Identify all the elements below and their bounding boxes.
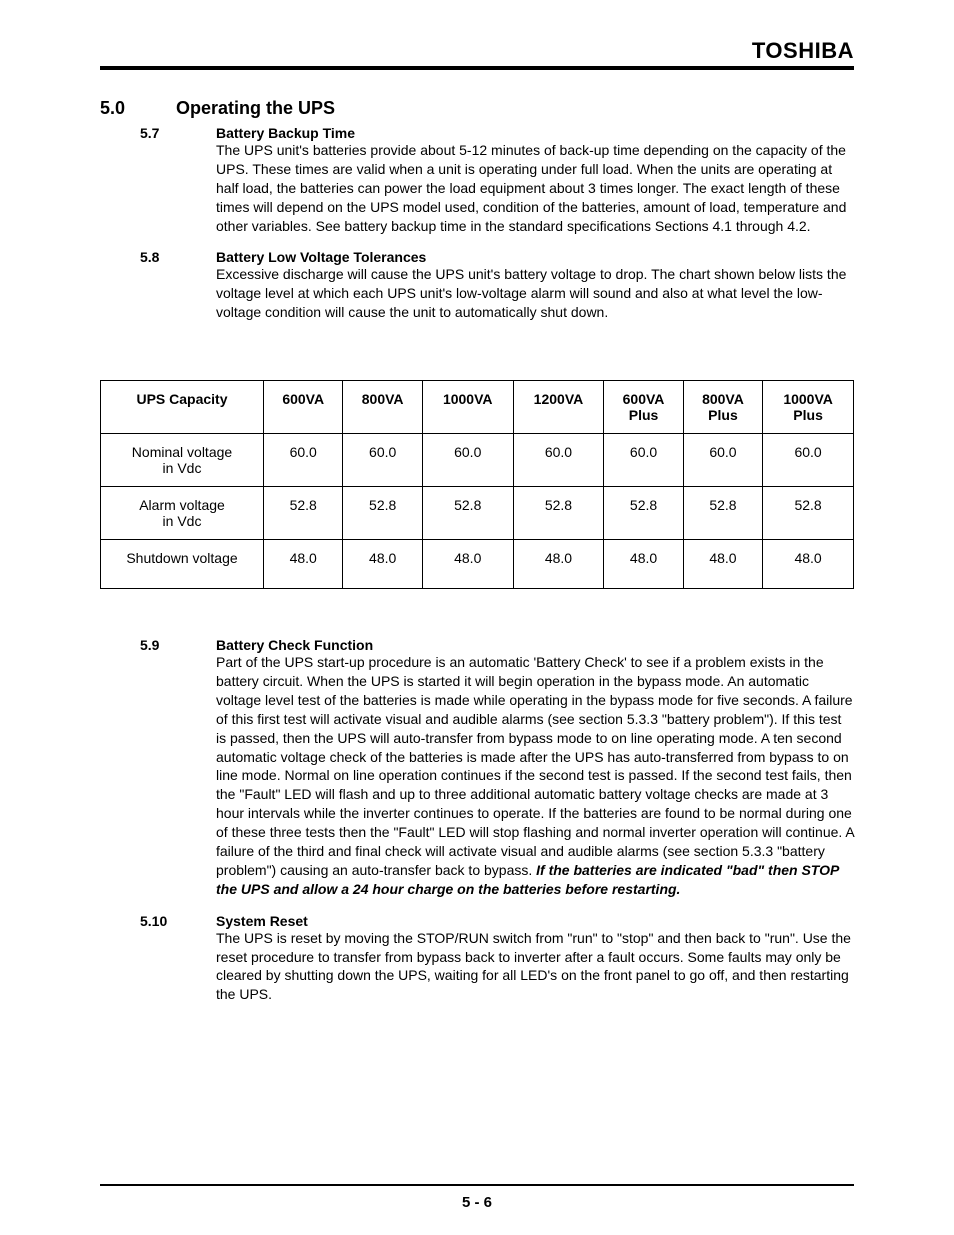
table-header-text: 1000VAPlus [783,391,833,423]
section-5-8: 5.8 Battery Low Voltage Tolerances Exces… [100,249,854,322]
chapter-number: 5.0 [100,98,176,119]
table-cell: 52.8 [604,487,683,540]
table-row-label: Shutdown voltage [101,540,264,589]
table-cell: 48.0 [422,540,513,589]
table-row: Shutdown voltage 48.0 48.0 48.0 48.0 48.… [101,540,854,589]
section-number: 5.8 [100,249,216,265]
page-footer: 5 - 6 [100,1184,854,1211]
brand-name: TOSHIBA [752,38,854,64]
section-number: 5.9 [100,637,216,653]
table-header: UPS Capacity [101,381,264,434]
table-cell: 48.0 [763,540,854,589]
section-body: The UPS unit's batteries provide about 5… [216,141,854,235]
table-cell: 52.8 [264,487,343,540]
label-line: in Vdc [163,513,202,529]
table-header-text: 800VAPlus [702,391,744,423]
table-cell: 48.0 [513,540,604,589]
table-header-text: 600VAPlus [623,391,665,423]
chapter-heading: 5.0 Operating the UPS [100,98,854,119]
section-number: 5.10 [100,913,216,929]
section-body: Part of the UPS start-up procedure is an… [216,653,854,899]
label-line: Nominal voltage [132,444,232,460]
table-cell: 52.8 [422,487,513,540]
voltage-table: UPS Capacity 600VA 800VA 1000VA 1200VA 6… [100,380,854,589]
page-content: 5.0 Operating the UPS 5.7 Battery Backup… [100,98,854,1004]
table-cell: 60.0 [343,434,422,487]
table-header: 1000VA [422,381,513,434]
section-body: Excessive discharge will cause the UPS u… [216,265,854,322]
table-row: Alarm voltage in Vdc 52.8 52.8 52.8 52.8… [101,487,854,540]
table-cell: 60.0 [422,434,513,487]
table-row: Nominal voltage in Vdc 60.0 60.0 60.0 60… [101,434,854,487]
table-cell: 60.0 [513,434,604,487]
section-5-7: 5.7 Battery Backup Time The UPS unit's b… [100,125,854,235]
section-number: 5.7 [100,125,216,141]
table-header: 600VA [264,381,343,434]
body-text: Part of the UPS start-up procedure is an… [216,654,854,878]
page-number: 5 - 6 [462,1194,492,1211]
table-cell: 60.0 [604,434,683,487]
label-line: in Vdc [163,460,202,476]
table-row-label: Alarm voltage in Vdc [101,487,264,540]
table-cell: 48.0 [343,540,422,589]
section-title: System Reset [216,913,308,929]
page-header: TOSHIBA [100,38,854,70]
chapter-title: Operating the UPS [176,98,335,119]
table-header: 800VA [343,381,422,434]
table-header: 800VAPlus [683,381,762,434]
table-cell: 60.0 [264,434,343,487]
section-5-9: 5.9 Battery Check Function Part of the U… [100,637,854,899]
table-cell: 48.0 [264,540,343,589]
section-5-10: 5.10 System Reset The UPS is reset by mo… [100,913,854,1005]
section-title: Battery Backup Time [216,125,355,141]
table-cell: 52.8 [763,487,854,540]
table-cell: 48.0 [604,540,683,589]
table-cell: 52.8 [343,487,422,540]
section-title: Battery Low Voltage Tolerances [216,249,426,265]
table-cell: 60.0 [683,434,762,487]
table-row-label: Nominal voltage in Vdc [101,434,264,487]
section-body: The UPS is reset by moving the STOP/RUN … [216,929,854,1005]
page: TOSHIBA 5.0 Operating the UPS 5.7 Batter… [0,0,954,1235]
table-cell: 52.8 [513,487,604,540]
table-header: 1000VAPlus [763,381,854,434]
table-header: 600VAPlus [604,381,683,434]
table-cell: 52.8 [683,487,762,540]
table-header-row: UPS Capacity 600VA 800VA 1000VA 1200VA 6… [101,381,854,434]
table-cell: 48.0 [683,540,762,589]
label-line: Alarm voltage [139,497,225,513]
table-header: 1200VA [513,381,604,434]
label-line: Shutdown voltage [126,550,237,566]
table-cell: 60.0 [763,434,854,487]
section-title: Battery Check Function [216,637,373,653]
